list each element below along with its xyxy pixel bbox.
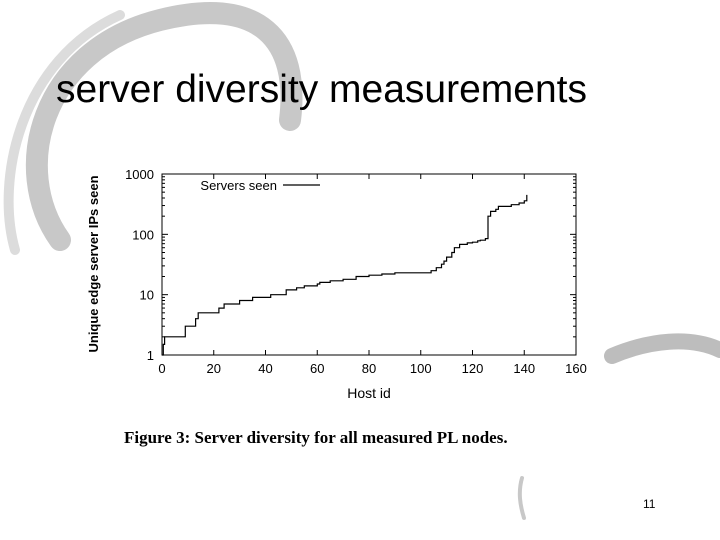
y-tick-label: 1000 (125, 167, 154, 182)
y-tick-label: 100 (132, 227, 154, 242)
x-tick-label: 20 (207, 361, 221, 376)
swirl-stroke-bottom (517, 476, 526, 520)
x-tick-label: 100 (410, 361, 432, 376)
y-tick-label: 1 (147, 348, 154, 363)
slide-title: server diversity measurements (56, 68, 587, 111)
tick-labels: 0 20 40 60 80 100 120 140 160 1 10 100 1000 (125, 167, 587, 376)
swirl-arc-left (3, 10, 125, 255)
plot-frame (161, 173, 577, 356)
x-tick-label: 120 (462, 361, 484, 376)
swirl-arc-right (604, 333, 720, 364)
y-axis-label: Unique edge server IPs seen (86, 175, 101, 352)
swirl-arc-top (25, 2, 303, 251)
x-tick-label: 160 (565, 361, 587, 376)
server-diversity-chart: 0 20 40 60 80 100 120 140 160 1 10 100 1000 Servers … (86, 167, 587, 401)
x-tick-label: 140 (513, 361, 535, 376)
x-tick-label: 80 (362, 361, 376, 376)
x-tick-label: 60 (310, 361, 324, 376)
x-axis-label: Host id (347, 385, 391, 401)
x-tick-label: 40 (258, 361, 272, 376)
axis-ticks (161, 173, 577, 356)
figure-caption: Figure 3: Server diversity for all measu… (124, 428, 508, 447)
legend-label: Servers seen (200, 178, 277, 193)
page-number: 11 (643, 497, 656, 511)
y-tick-label: 10 (140, 288, 154, 303)
series-line-servers-seen (162, 194, 528, 356)
x-tick-label: 0 (158, 361, 165, 376)
